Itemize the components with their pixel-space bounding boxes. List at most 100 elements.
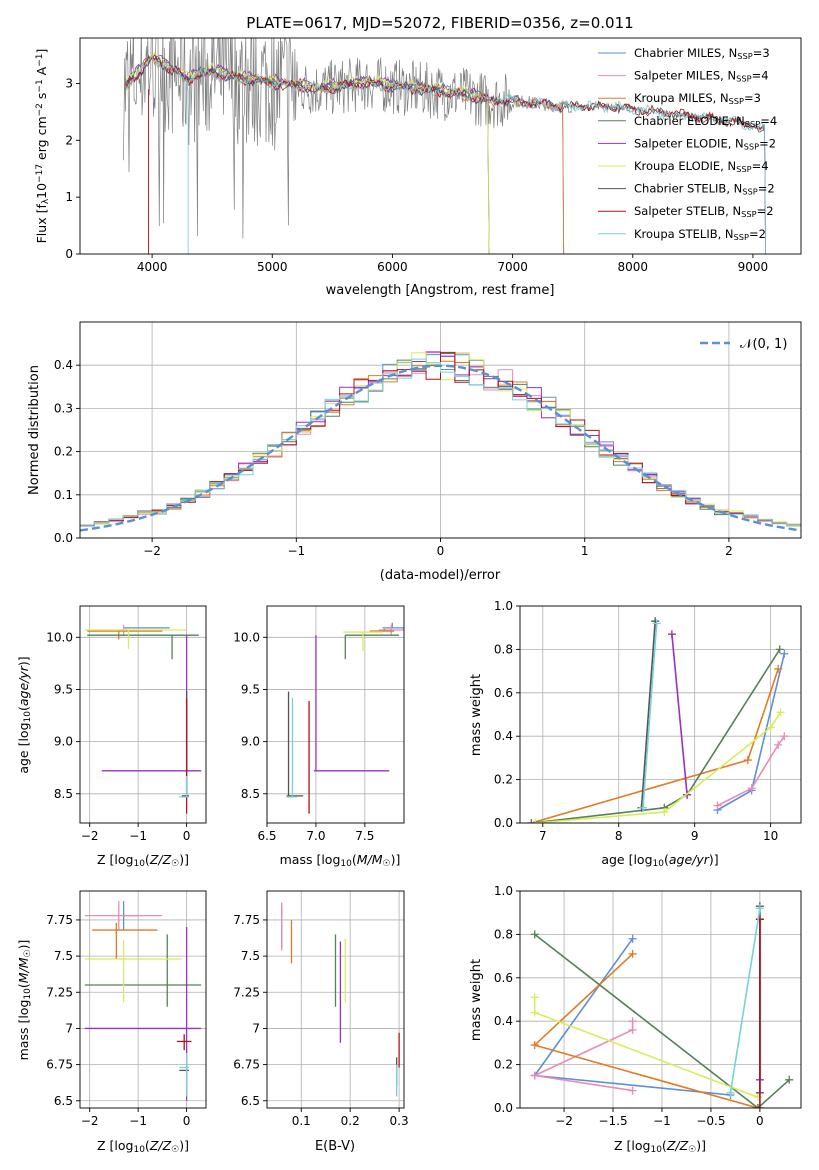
residuals-ytick-label: 0.1 xyxy=(54,488,73,502)
residuals-ytick-label: 0.4 xyxy=(54,358,73,372)
weight-z-point xyxy=(530,1041,539,1050)
mass-ebv-marks xyxy=(281,902,400,1097)
weight-age-frame xyxy=(519,605,802,824)
age-z-ytick-label: 9.5 xyxy=(54,682,73,696)
mass-z-ytick-label: 7.5 xyxy=(54,949,73,963)
weight-age-line xyxy=(717,735,785,807)
weight-age-ytick-label: 0.6 xyxy=(494,686,513,700)
weight-age-xtick-label: 8 xyxy=(615,829,623,843)
weight-age-ytick-label: 0.2 xyxy=(494,773,513,787)
weight-z-ytick-label: 1.0 xyxy=(494,884,513,898)
weight-z-xtick-label: −0.5 xyxy=(696,1114,725,1128)
weight-age-ytick-label: 0.0 xyxy=(494,816,513,830)
legend-label: Salpeter MILES, NSSP=4 xyxy=(634,69,769,84)
weight-z-point xyxy=(628,934,637,943)
spectrum-xtick-label: 8000 xyxy=(617,260,648,274)
weight-z-ytick-label: 0.8 xyxy=(494,927,513,941)
weight-age-point xyxy=(775,645,784,654)
spectrum-model-line xyxy=(125,55,766,254)
age-z-xtick-label: −1 xyxy=(129,829,147,843)
age-mass-plot: 6.5 7.0 7.5 8.5 9.0 9.5 10.0 xyxy=(233,605,405,843)
mass-z-ytick-label: 6.5 xyxy=(54,1094,73,1108)
weight-z-xtick-label: 0 xyxy=(756,1114,764,1128)
age-z-ytick-label: 8.5 xyxy=(54,787,73,801)
residuals-ylabel: Normed distribution xyxy=(27,365,42,495)
weight-age-point xyxy=(766,723,775,732)
legend-label: Kroupa ELODIE, NSSP=4 xyxy=(634,159,769,174)
age-z-xlabel: Z [log10(Z/Z☉)] xyxy=(97,852,189,869)
mass-ebv-ytick-label: 7.75 xyxy=(233,913,260,927)
weight-z-point xyxy=(628,949,637,958)
weight-age-point xyxy=(776,708,785,717)
mass-ebv-ytick-label: 6.5 xyxy=(241,1094,260,1108)
weight-z-frame xyxy=(519,890,802,1109)
weight-age-xlabel: age [log10(age/yr)] xyxy=(601,852,718,869)
weight-age-line xyxy=(642,623,658,808)
weight-age-point xyxy=(743,756,752,765)
residuals-xtick-label: −1 xyxy=(287,544,305,558)
weight-z-xtick-label: −2 xyxy=(555,1114,573,1128)
age-mass-xtick-label: 7.5 xyxy=(355,829,374,843)
mass-z-ytick-label: 6.75 xyxy=(46,1058,73,1072)
weight-z-ytick-label: 0.6 xyxy=(494,971,513,985)
mass-ebv-ytick-label: 7.25 xyxy=(233,985,260,999)
residuals-ytick-label: 0.2 xyxy=(54,445,73,459)
weight-z-point xyxy=(753,1104,762,1108)
age-mass-ytick-label: 9.5 xyxy=(241,682,260,696)
residuals-xtick-label: 2 xyxy=(725,544,733,558)
mass-z-ytick-label: 7.25 xyxy=(46,985,73,999)
weight-z-xlabel: Z [log10(Z/Z☉)] xyxy=(614,1138,706,1155)
weight-age-marks xyxy=(527,617,789,823)
legend-label: Kroupa MILES, NSSP=3 xyxy=(634,91,761,106)
spectrum-ylabel: Flux [fλ10−17 erg cm−2 s−1 A−1] xyxy=(34,49,51,244)
mass-ebv-xtick-label: 0.1 xyxy=(292,1114,311,1128)
weight-age-point xyxy=(780,649,789,658)
residuals-marks xyxy=(80,351,801,532)
weight-z-point xyxy=(755,915,764,924)
mass-ebv-xtick-label: 0.3 xyxy=(390,1114,409,1128)
weight-z-xtick-label: −1.5 xyxy=(598,1114,627,1128)
weight-age-point xyxy=(667,630,676,639)
weight-z-point xyxy=(755,1104,764,1108)
mass-ebv-frame xyxy=(266,890,405,1109)
weight-z-point xyxy=(530,1071,539,1080)
weight-age-point xyxy=(652,619,661,628)
age-mass-xlabel: mass [log10(M/M☉)] xyxy=(280,852,401,869)
mass-z-xtick-label: −2 xyxy=(81,1114,99,1128)
figure-title: PLATE=0617, MJD=52072, FIBERID=0356, z=0… xyxy=(246,14,633,32)
weight-age-point xyxy=(713,801,722,810)
weight-z-ytick-label: 0.0 xyxy=(494,1101,513,1115)
weight-z-point xyxy=(753,1093,762,1102)
weight-age-xtick-label: 10 xyxy=(763,829,778,843)
spectrum-ytick-label: 2 xyxy=(65,133,73,147)
age-z-xtick-label: 0 xyxy=(183,829,191,843)
weight-age-ytick-label: 0.4 xyxy=(494,729,513,743)
residuals-xtick-label: 1 xyxy=(581,544,589,558)
mass-z-ytick-label: 7 xyxy=(65,1021,73,1035)
spectrum-ytick-label: 0 xyxy=(65,247,73,261)
residuals-xtick-label: 0 xyxy=(437,544,445,558)
weight-age-line xyxy=(671,634,688,795)
spectrum-model-line xyxy=(125,54,766,254)
spectrum-model-line xyxy=(125,51,490,254)
mass-ebv-xlabel: E(B-V) xyxy=(315,1139,355,1154)
spectrum-xtick-label: 9000 xyxy=(738,260,769,274)
weight-z-point xyxy=(530,993,539,1002)
weight-age-point xyxy=(527,819,536,823)
spectrum-xlabel: wavelength [Angstrom, rest frame] xyxy=(326,283,555,298)
residual-histogram xyxy=(80,358,801,526)
weight-age-point xyxy=(531,819,540,823)
age-z-xtick-label: −2 xyxy=(81,829,99,843)
residuals-ytick-label: 0.0 xyxy=(54,531,73,545)
spectrum-ytick-label: 3 xyxy=(65,76,73,90)
mass-z-xtick-label: −1 xyxy=(129,1114,147,1128)
mass-ebv-xtick-label: 0.2 xyxy=(341,1114,360,1128)
weight-age-point xyxy=(774,664,783,673)
spectrum-xtick-label: 7000 xyxy=(497,260,528,274)
mass-z-ytick-label: 7.75 xyxy=(46,913,73,927)
weight-z-plot: −2 −1.5 −1 −0.5 0 0.0 0.2 0.4 0.6 0.8 1.0 xyxy=(494,884,802,1128)
weight-z-xtick-label: −1 xyxy=(653,1114,671,1128)
age-mass-xtick-label: 6.5 xyxy=(257,829,276,843)
weight-age-ytick-label: 0.8 xyxy=(494,642,513,656)
mass-z-plot: −2 −1 0 6.5 6.75 7 7.25 7.5 7.75 xyxy=(46,890,207,1128)
